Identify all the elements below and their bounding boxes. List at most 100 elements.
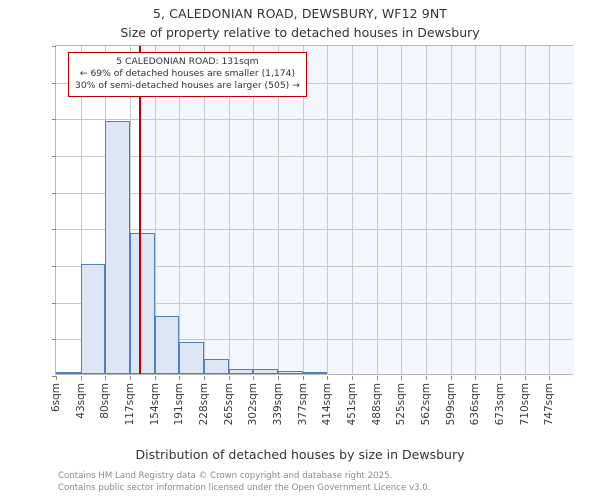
bar (154, 316, 180, 374)
gridline-vertical (549, 46, 551, 374)
x-tick-label: 377sqm (296, 383, 309, 426)
gridline (56, 302, 572, 304)
chart-subtitle: Size of property relative to detached ho… (120, 25, 480, 40)
chart-title: 5, CALEDONIAN ROAD, DEWSBURY, WF12 9NT (152, 6, 448, 21)
gridline-vertical (228, 46, 230, 374)
x-tick-mark (426, 376, 427, 380)
x-axis-label: Distribution of detached houses by size … (135, 447, 465, 462)
x-tick-mark (179, 376, 181, 380)
x-tick-mark (105, 376, 107, 380)
x-tick-mark (401, 376, 403, 380)
x-tick-label: 451sqm (346, 383, 358, 426)
x-tick-mark (228, 376, 230, 380)
x-tick-mark (253, 376, 255, 380)
annotation-line-1: 5 CALEDONIAN ROAD: 131sqm (116, 56, 259, 67)
gridline-vertical (253, 46, 255, 374)
x-tick-label: 562sqm (420, 383, 432, 426)
gridline-vertical (278, 46, 279, 374)
property-marker-line (139, 46, 141, 374)
bar (228, 368, 254, 374)
x-tick-label: 154sqm (148, 383, 161, 426)
gridline-vertical (302, 46, 304, 374)
x-tick-label: 636sqm (469, 383, 482, 426)
horizontal-gridlines (56, 46, 572, 374)
x-tick-label: 414sqm (321, 383, 334, 426)
x-tick-label: 265sqm (222, 383, 235, 426)
x-tick-label: 117sqm (124, 383, 136, 426)
x-tick-mark (327, 376, 329, 380)
x-tick-label: 302sqm (247, 383, 260, 426)
x-tick-label: 228sqm (198, 383, 210, 426)
y-tick-mark (52, 376, 56, 377)
y-tick-mark (52, 339, 56, 341)
gridline (56, 82, 572, 84)
x-tick-label: 43sqm (74, 383, 87, 419)
gridline-vertical (204, 46, 205, 374)
gridline-vertical (376, 46, 378, 374)
x-tick-mark (80, 376, 82, 380)
x-tick-mark (154, 376, 156, 380)
gridline-vertical (327, 46, 329, 374)
gridline (56, 192, 572, 194)
y-tick-mark (52, 302, 56, 304)
gridline-vertical (475, 46, 477, 374)
y-tick-mark (52, 119, 56, 121)
vertical-gridlines (56, 46, 572, 374)
bar-series (56, 46, 572, 374)
bar (204, 359, 229, 374)
bar (278, 371, 303, 374)
bar (302, 372, 328, 374)
x-tick-mark (302, 376, 304, 380)
bar (105, 121, 130, 374)
gridline (56, 156, 572, 157)
gridline-vertical (450, 46, 452, 374)
x-tick-mark (450, 376, 452, 380)
bar (80, 264, 106, 374)
x-tick-mark (500, 376, 501, 380)
x-tick-label: 525sqm (395, 383, 408, 426)
footer-line-1: Contains HM Land Registry data © Crown c… (58, 471, 393, 481)
y-tick-mark (52, 46, 56, 47)
x-tick-mark (524, 376, 526, 380)
x-tick-label: 747sqm (543, 383, 556, 426)
x-tick-label: 191sqm (173, 383, 186, 426)
annotation-line-3: 30% of semi-detached houses are larger (… (75, 80, 300, 92)
footer-attribution: Contains HM Land Registry data © Crown c… (58, 470, 588, 495)
gridline (56, 339, 572, 341)
x-tick-label: 488sqm (370, 383, 383, 426)
x-tick-mark (475, 376, 477, 380)
gridline-vertical (352, 46, 353, 374)
x-tick-mark (204, 376, 205, 380)
bar (56, 372, 81, 374)
x-tick-label: 339sqm (272, 383, 284, 426)
x-tick-label: 599sqm (444, 383, 457, 426)
y-tick-mark (52, 82, 56, 84)
x-tick-label: 80sqm (99, 383, 112, 419)
bar (253, 369, 278, 374)
bar (179, 342, 204, 374)
y-tick-mark (52, 156, 56, 157)
plot-area: 0100200300400500600700800900 Number of d… (50, 45, 574, 425)
x-tick-label: 710sqm (518, 383, 531, 426)
footer-line-2: Contains public sector information licen… (58, 483, 431, 494)
y-tick-mark (52, 192, 56, 194)
gridline-vertical (426, 46, 427, 374)
gridline (56, 266, 572, 267)
property-annotation-box: 5 CALEDONIAN ROAD: 131sqm ← 69% of detac… (68, 52, 307, 98)
plot-right-shading (139, 46, 574, 374)
gridline (56, 229, 572, 231)
gridline-vertical (179, 46, 181, 374)
gridline-vertical (130, 46, 131, 374)
annotation-line-2: ← 69% of detached houses are smaller (1,… (79, 68, 296, 80)
gridline-vertical (500, 46, 501, 374)
x-tick-mark (352, 376, 353, 380)
y-tick-mark (52, 229, 56, 231)
x-tick-mark (376, 376, 378, 380)
x-tick-label: 6sqm (50, 383, 62, 413)
gridline-vertical (401, 46, 403, 374)
x-tick-mark (278, 376, 279, 380)
gridline-vertical (80, 46, 82, 374)
x-tick-mark (130, 376, 131, 380)
gridline-vertical (524, 46, 526, 374)
